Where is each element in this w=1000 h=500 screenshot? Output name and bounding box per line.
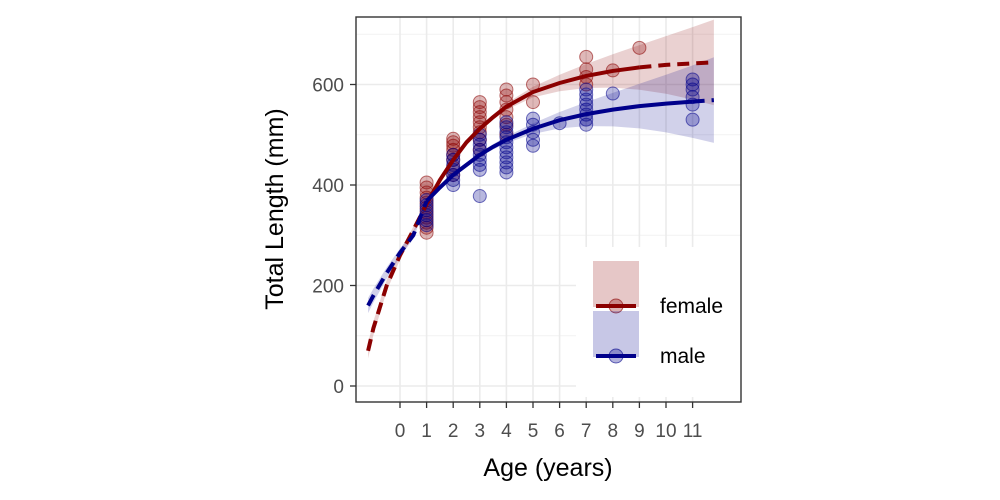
male-point — [685, 77, 700, 92]
female-point — [419, 175, 434, 190]
female-point — [472, 95, 487, 110]
y-tick-label: 0 — [333, 377, 344, 398]
panel-border — [355, 16, 742, 403]
male-confidence-band — [368, 57, 714, 314]
legend-background — [576, 247, 746, 397]
legend-label-male: male — [660, 345, 706, 368]
male-point — [685, 82, 700, 97]
female-point — [472, 105, 487, 120]
male-point — [446, 178, 461, 192]
male-point — [472, 132, 487, 147]
male-point — [472, 189, 487, 204]
x-tick-label: 0 — [395, 421, 406, 442]
x-tick-label: 2 — [448, 421, 459, 442]
male-point — [579, 92, 594, 107]
male-point — [499, 120, 514, 135]
male-point — [472, 137, 487, 152]
male-point — [579, 97, 594, 112]
x-tick-label: 10 — [655, 421, 676, 442]
y-tick-label: 400 — [312, 176, 344, 197]
legend-point-female — [608, 298, 624, 314]
male-fit-extrapolated-left — [366, 200, 429, 307]
x-tick-label: 5 — [528, 421, 539, 442]
male-point — [419, 218, 434, 233]
male-point — [579, 87, 594, 102]
male-point — [499, 115, 514, 130]
male-point — [499, 160, 514, 175]
male-point — [526, 132, 540, 147]
legend-point-male — [608, 348, 624, 364]
male-point — [499, 150, 514, 165]
legend-label-female: female — [660, 295, 723, 318]
male-point — [685, 112, 700, 127]
fit-lines — [366, 60, 715, 352]
female-point — [472, 100, 487, 115]
female-fit-line — [424, 65, 640, 206]
x-tick-label: 1 — [421, 421, 432, 442]
female-point — [446, 131, 461, 146]
male-fit-line — [425, 99, 693, 203]
male-point — [499, 155, 514, 170]
male-point — [605, 86, 620, 101]
x-tick-label: 6 — [554, 421, 565, 442]
male-point — [499, 165, 514, 180]
x-tick-label: 8 — [608, 421, 619, 442]
y-tick-label: 600 — [312, 76, 344, 97]
female-point — [632, 40, 647, 55]
male-point — [499, 145, 514, 160]
x-tick-label: 11 — [683, 421, 703, 442]
female-fit-extrapolated-right — [639, 60, 714, 70]
female-point — [499, 110, 514, 125]
x-tick-label: 3 — [475, 421, 486, 442]
male-fit-extrapolated-right — [692, 98, 715, 104]
male-point — [579, 82, 594, 97]
female-point — [579, 49, 594, 64]
x-axis-title: Age (years) — [483, 454, 612, 482]
x-tick-label: 9 — [634, 421, 645, 442]
female-point — [499, 82, 514, 97]
male-point — [472, 157, 487, 172]
y-tick-label: 200 — [312, 277, 344, 298]
x-tick-label: 4 — [501, 421, 512, 442]
x-tick-label: 7 — [581, 421, 592, 442]
male-point — [526, 111, 540, 126]
male-point — [472, 162, 487, 177]
legend: female male — [576, 247, 746, 397]
female-point — [526, 95, 540, 110]
male-point — [685, 72, 700, 87]
female-point — [472, 110, 487, 125]
y-axis-title: Total Length (mm) — [261, 108, 289, 309]
male-point — [579, 117, 594, 132]
female-fit-extrapolated-left — [366, 203, 429, 352]
